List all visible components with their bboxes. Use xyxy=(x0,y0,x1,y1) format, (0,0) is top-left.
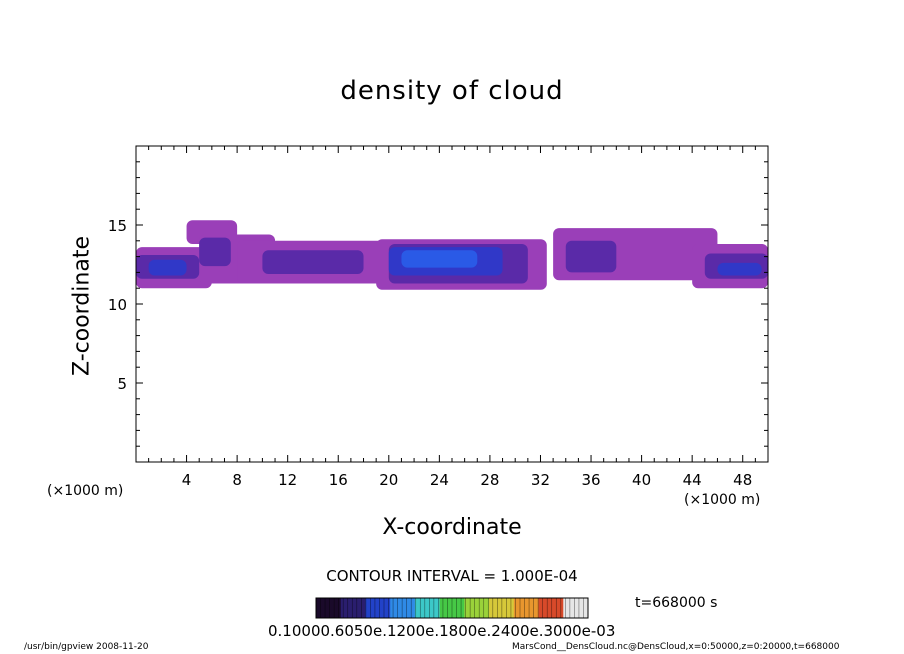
footer-left-info: /usr/bin/gpview 2008-11-20 xyxy=(24,642,149,652)
colorbar-segment-2 xyxy=(365,598,391,618)
x-tick-label-12: 12 xyxy=(278,471,297,489)
cloud-contour-15 xyxy=(717,262,762,276)
colorbar-segment-3 xyxy=(390,598,416,618)
y-tick-label-10: 10 xyxy=(108,296,127,314)
footer-right-info: MarsCond__DensCloud.nc@DensCloud,x=0:500… xyxy=(512,642,840,652)
colorbar-segment-8 xyxy=(513,598,540,618)
cloud-contour-11 xyxy=(565,240,617,273)
colorbar-segment-9 xyxy=(538,598,564,618)
y-tick-label-5: 5 xyxy=(117,375,127,393)
x-tick-label-28: 28 xyxy=(480,471,499,489)
time-label: t=668000 s xyxy=(635,595,718,611)
x-unit-label-left: (×1000 m) xyxy=(47,483,124,499)
x-tick-label-48: 48 xyxy=(733,471,752,489)
cloud-contour-16 xyxy=(401,250,478,268)
x-unit-label-right: (×1000 m) xyxy=(684,492,761,508)
colorbar-segment-4 xyxy=(414,598,441,618)
colorbar-frame xyxy=(315,597,589,619)
colorbar-segment-6 xyxy=(464,598,490,618)
x-tick-label-24: 24 xyxy=(430,471,449,489)
x-tick-label-20: 20 xyxy=(379,471,398,489)
y-tick-label-15: 15 xyxy=(108,217,127,235)
chart-title: density of cloud xyxy=(340,76,564,106)
x-tick-label-8: 8 xyxy=(232,471,242,489)
colorbar-segment-10 xyxy=(563,598,589,618)
contour-interval-label: CONTOUR INTERVAL = 1.000E-04 xyxy=(326,567,578,585)
x-tick-label-16: 16 xyxy=(329,471,348,489)
x-tick-label-40: 40 xyxy=(632,471,651,489)
x-tick-label-4: 4 xyxy=(182,471,192,489)
plot-frame xyxy=(135,145,769,463)
colorbar-tick-labels: 0.10000.6050e.1200e.1800e.2400e.3000e-03 xyxy=(268,622,616,640)
cloud-contour-13 xyxy=(148,259,187,276)
x-tick-label-32: 32 xyxy=(531,471,550,489)
cloud-contour-9 xyxy=(262,250,364,274)
x-tick-label-44: 44 xyxy=(683,471,702,489)
colorbar-segment-0 xyxy=(316,598,342,618)
x-axis-label: X-coordinate xyxy=(382,515,522,540)
x-tick-label-36: 36 xyxy=(581,471,600,489)
colorbar-segment-1 xyxy=(340,598,366,618)
cloud-contour-8 xyxy=(199,237,231,267)
